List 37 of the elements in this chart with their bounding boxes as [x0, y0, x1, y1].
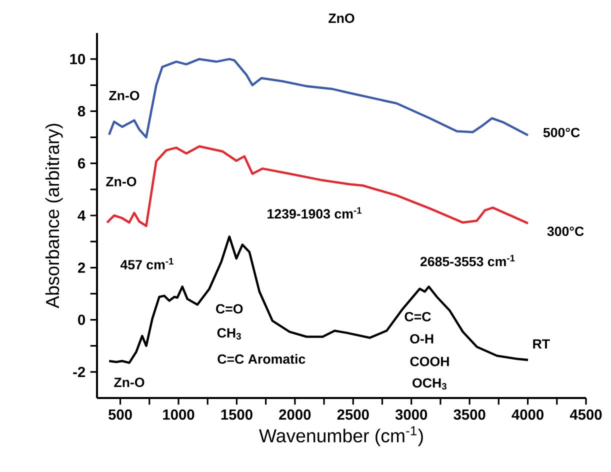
x-tick-label: 1000	[163, 409, 194, 420]
y-tick-label: 8	[78, 106, 86, 116]
x-tick-label: 500	[108, 409, 132, 420]
annotation: C=O	[216, 304, 243, 314]
annotation: OCH$_{3}$	[412, 378, 446, 390]
series-label: RT	[533, 339, 550, 349]
x-tick-label: 2000	[279, 409, 311, 420]
y-tick-label: 6	[78, 158, 86, 169]
x-axis-title: Wavenumber (cm$^{-1}$)	[259, 426, 423, 446]
x-tick-label: 2500	[337, 409, 369, 420]
annotation: 2685-3553 cm$^{-1}$	[420, 254, 515, 266]
line-series	[108, 58, 530, 138]
annotation: Zn-O	[109, 90, 140, 100]
x-tick-label: 3000	[395, 409, 428, 420]
y-tick-label: 2	[78, 262, 86, 273]
x-tick-label: 1500	[221, 409, 252, 420]
annotation: 457 cm$^{-1}$	[120, 258, 174, 270]
y-tick-label: -2	[73, 366, 86, 378]
chart-title: ZnO	[328, 14, 354, 23]
annotation: O-H	[410, 334, 434, 344]
line-series	[106, 145, 530, 228]
annotation: Zn-O	[106, 176, 136, 186]
series-label: 300°C	[547, 226, 584, 236]
y-axis-title: Absorbance (arbitrary)	[45, 124, 63, 308]
x-tick-label: 4500	[570, 409, 602, 420]
annotation: COOH	[410, 356, 449, 366]
annotation: 1239-1903 cm$^{-1}$	[268, 207, 362, 219]
annotation: C=C	[404, 312, 431, 322]
y-tick-label: 10	[70, 54, 86, 64]
x-tick-label: 3500	[454, 409, 486, 420]
y-tick-label: 4	[78, 210, 86, 221]
annotation: CH$_{3}$	[217, 328, 241, 340]
series-label: 500°C	[543, 128, 580, 138]
annotation: C=C Aromatic	[218, 354, 306, 364]
y-tick-label: 0	[78, 314, 86, 325]
annotation: Zn-O	[114, 378, 144, 388]
x-tick-label: 4000	[512, 409, 544, 420]
